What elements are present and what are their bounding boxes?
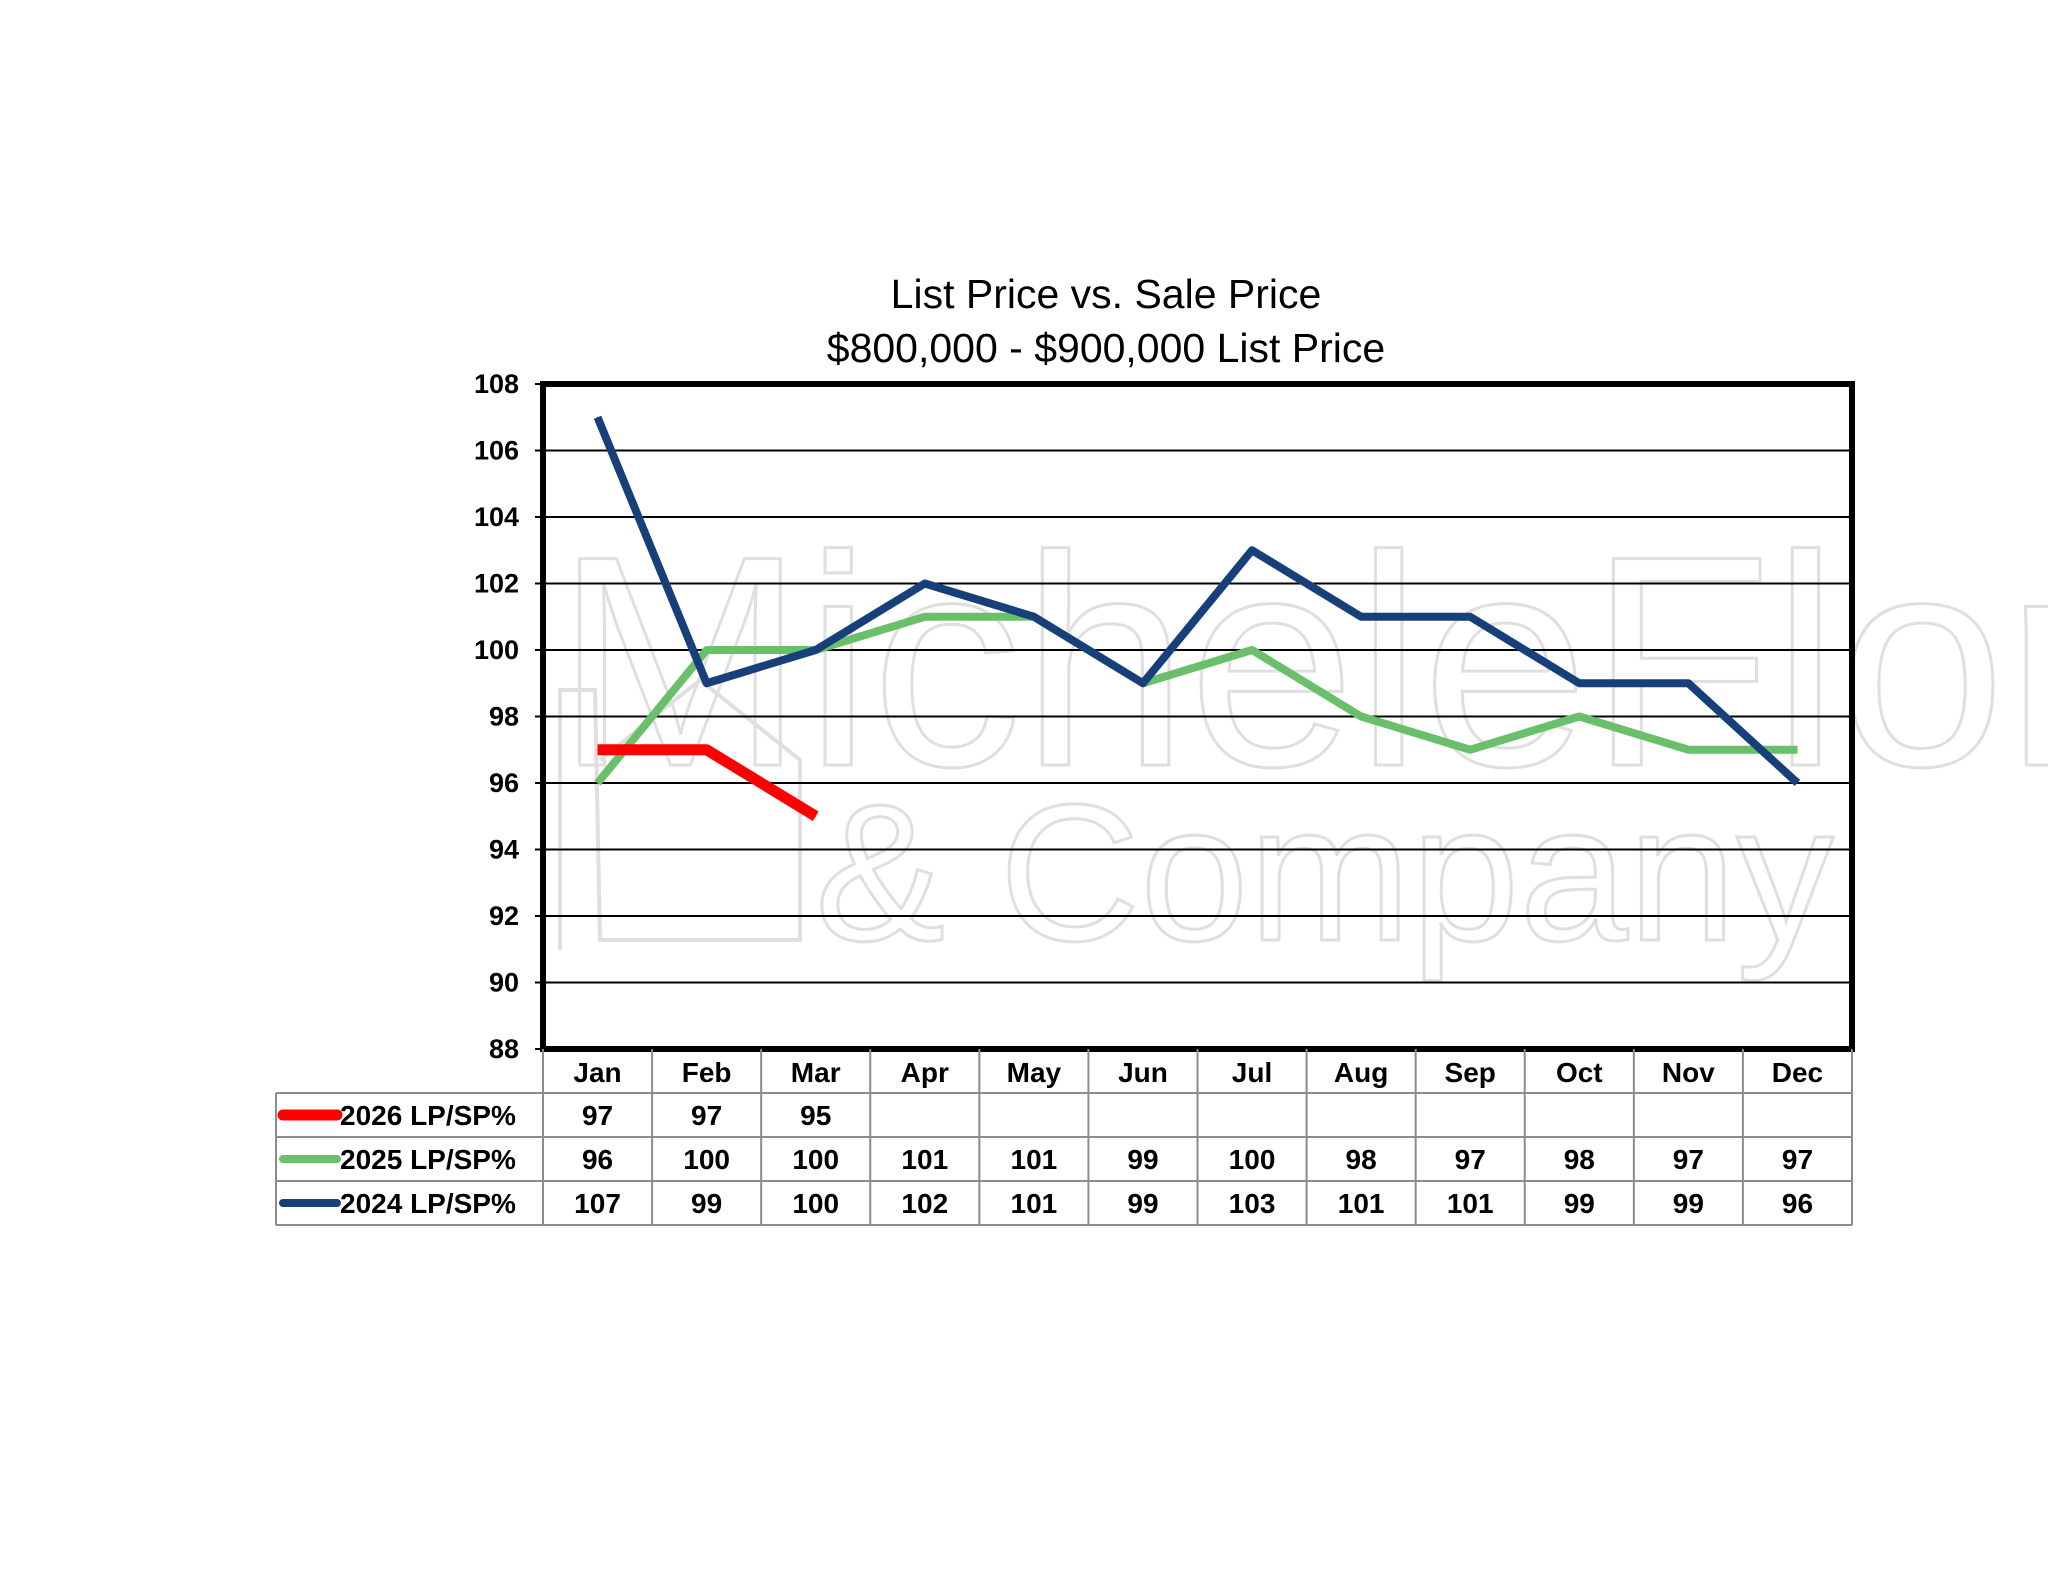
- series-line-2025: [594, 612, 1798, 786]
- y-axis-ticks: 88 90 92 94 96 98 100 102 104 106 108: [474, 369, 519, 1064]
- data-label: 95: [800, 1100, 831, 1131]
- watermark-logo: MicheleFlory & Company: [554, 492, 2048, 984]
- category-label: Jan: [573, 1057, 621, 1088]
- data-point: [815, 649, 817, 651]
- series-label: 2024 LP/SP%: [340, 1188, 516, 1219]
- data-point: [1796, 782, 1798, 784]
- data-point: [1360, 616, 1362, 618]
- category-label: Jul: [1232, 1057, 1272, 1088]
- data-point: [815, 815, 817, 817]
- data-point: [1251, 549, 1253, 551]
- chart-subtitle: $800,000 - $900,000 List Price: [827, 325, 1385, 371]
- data-label: 97: [691, 1100, 722, 1131]
- data-point: [1687, 749, 1689, 751]
- data-point: [706, 649, 708, 651]
- ytick-label-106: 106: [474, 436, 519, 466]
- data-label: 96: [1782, 1188, 1813, 1219]
- data-point: [1033, 616, 1035, 618]
- data-point: [1251, 649, 1253, 651]
- category-label: Aug: [1334, 1057, 1388, 1088]
- data-label: 100: [683, 1144, 730, 1175]
- data-label: 101: [1011, 1144, 1058, 1175]
- data-point: [1796, 749, 1798, 751]
- data-label: 98: [1346, 1144, 1377, 1175]
- data-label: 99: [1127, 1188, 1158, 1219]
- ytick-label-104: 104: [474, 502, 519, 532]
- data-label: 99: [1673, 1188, 1704, 1219]
- data-point: [597, 416, 599, 418]
- data-label: 103: [1229, 1188, 1276, 1219]
- ytick-label-100: 100: [474, 635, 519, 665]
- data-label: 97: [1782, 1144, 1813, 1175]
- data-label: 101: [1447, 1188, 1494, 1219]
- ytick-label-92: 92: [489, 901, 519, 931]
- watermark-text-line2: & Company: [815, 764, 1834, 982]
- data-label: 100: [1229, 1144, 1276, 1175]
- data-label: 100: [792, 1144, 839, 1175]
- data-point: [1142, 682, 1144, 684]
- data-point: [1687, 682, 1689, 684]
- data-label: 99: [1127, 1144, 1158, 1175]
- category-label: Mar: [791, 1057, 841, 1088]
- category-label: Apr: [901, 1057, 949, 1088]
- watermark-text-line1: MicheleFlory: [555, 493, 2048, 831]
- data-label: 96: [582, 1144, 613, 1175]
- data-point: [1578, 716, 1580, 717]
- data-point: [706, 682, 708, 684]
- ytick-label-96: 96: [489, 768, 519, 798]
- category-label: Feb: [682, 1057, 732, 1088]
- data-point: [1469, 616, 1471, 618]
- data-point: [706, 749, 708, 751]
- data-label: 100: [792, 1188, 839, 1219]
- category-label: Sep: [1445, 1057, 1496, 1088]
- data-label: 107: [574, 1188, 621, 1219]
- data-point: [1469, 749, 1471, 751]
- ytick-label-88: 88: [489, 1034, 519, 1064]
- data-point: [1360, 716, 1362, 717]
- house-icon: [558, 677, 802, 950]
- data-label: 102: [901, 1188, 948, 1219]
- data-label: 97: [1455, 1144, 1486, 1175]
- ytick-label-108: 108: [474, 369, 519, 399]
- series-lines: [593, 415, 1801, 821]
- ytick-label-98: 98: [489, 702, 519, 732]
- data-label: 99: [1564, 1188, 1595, 1219]
- ytick-label-90: 90: [489, 968, 519, 998]
- data-label: 101: [1338, 1188, 1385, 1219]
- category-label: Jun: [1118, 1057, 1168, 1088]
- data-label: 101: [901, 1144, 948, 1175]
- series-label: 2025 LP/SP%: [340, 1144, 516, 1175]
- category-label: Nov: [1662, 1057, 1715, 1088]
- data-point: [924, 583, 926, 584]
- data-label: 99: [691, 1188, 722, 1219]
- series-label: 2026 LP/SP%: [340, 1100, 516, 1131]
- data-point: [1578, 682, 1580, 684]
- data-label: 97: [1673, 1144, 1704, 1175]
- ytick-label-102: 102: [474, 569, 519, 599]
- ytick-label-94: 94: [489, 835, 519, 865]
- data-label: 98: [1564, 1144, 1595, 1175]
- data-label: 101: [1011, 1188, 1058, 1219]
- category-label: May: [1007, 1057, 1062, 1088]
- category-label: Dec: [1772, 1057, 1823, 1088]
- data-point: [597, 749, 599, 751]
- series-line-2024: [593, 415, 1801, 786]
- data-point: [924, 616, 926, 618]
- data-label: 97: [582, 1100, 613, 1131]
- data-point: [597, 782, 599, 784]
- category-label: Oct: [1556, 1057, 1603, 1088]
- data-table: Jan Feb Mar Apr May Jun Jul Aug Sep Oct Nov Dec 2026…: [275, 1049, 1853, 1226]
- chart-title: List Price vs. Sale Price: [891, 271, 1322, 317]
